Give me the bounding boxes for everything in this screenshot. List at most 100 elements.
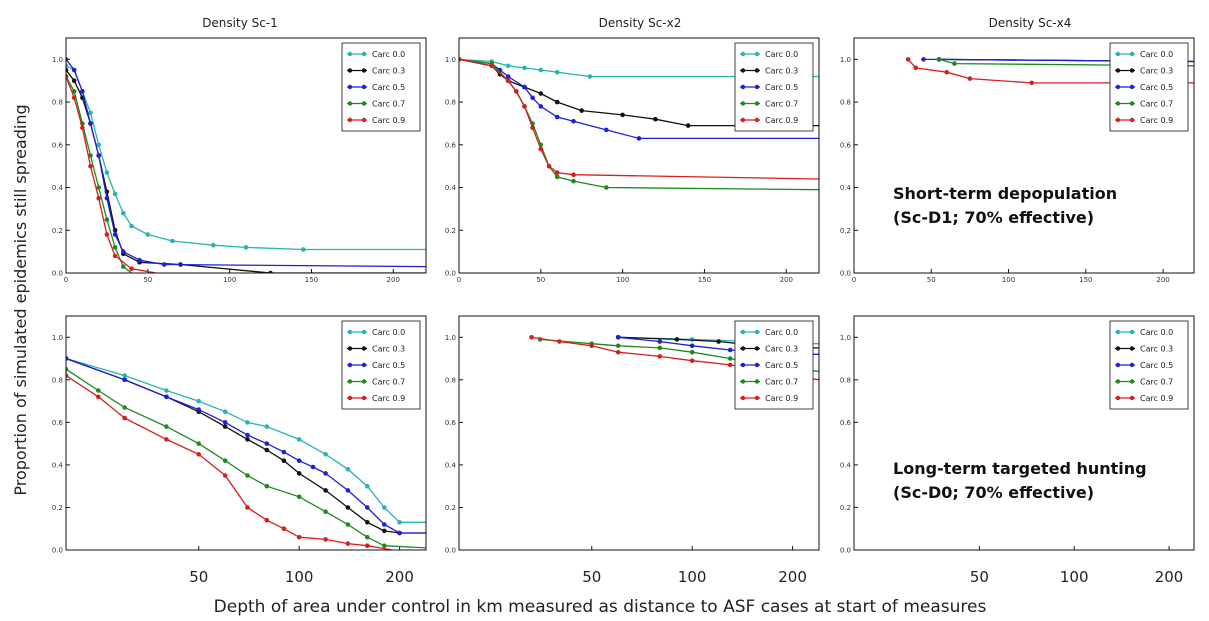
data-point (211, 242, 216, 248)
data-point (382, 522, 387, 527)
legend-marker (1115, 379, 1121, 384)
data-point (489, 63, 495, 69)
plot-frame (853, 37, 1195, 274)
data-point (104, 195, 110, 201)
plot-frame (65, 37, 427, 274)
y-tick-label: 0.6 (445, 419, 457, 427)
legend-marker (754, 329, 760, 335)
legend-entry: Carc 0.0 (1140, 50, 1173, 59)
data-point (538, 146, 544, 152)
bottom-tick-label: 100 (678, 568, 707, 586)
legend-entry: Carc 0.5 (372, 83, 405, 92)
y-tick-label: 0.8 (52, 99, 63, 107)
legend-marker (740, 51, 746, 57)
data-point (620, 112, 625, 118)
y-tick-label: 0.2 (52, 504, 63, 512)
y-tick-label: 0.8 (445, 376, 456, 384)
legend-marker (1129, 346, 1135, 351)
legend-marker (740, 395, 746, 401)
data-point (196, 441, 201, 446)
legend-entry: Carc 0.7 (765, 378, 798, 387)
x-tick-label: 50 (143, 276, 152, 284)
y-tick-label: 0.0 (840, 547, 851, 555)
data-point (913, 65, 919, 71)
data-point (345, 541, 351, 546)
data-point (66, 356, 69, 361)
legend-marker (347, 117, 353, 123)
data-point (589, 343, 594, 349)
legend-marker (347, 329, 353, 335)
data-point (96, 388, 101, 393)
legend-marker (1129, 84, 1135, 90)
y-tick-label: 0.6 (840, 419, 852, 427)
legend-marker (361, 346, 367, 351)
data-point (264, 441, 270, 446)
y-tick-label: 0.4 (840, 461, 852, 469)
data-point (122, 415, 127, 421)
data-point (88, 110, 93, 116)
data-point (365, 483, 370, 489)
legend-entry: Carc 0.9 (372, 394, 405, 403)
y-tick-label: 0.6 (840, 141, 852, 149)
data-point (145, 232, 151, 237)
legend-marker (361, 379, 367, 384)
series-line-carc-0-7 (66, 368, 426, 549)
data-point (245, 432, 250, 438)
data-point (397, 520, 402, 525)
data-point (245, 473, 250, 478)
legend-marker (347, 51, 353, 57)
legend-entry: Carc 0.3 (765, 345, 798, 354)
data-point (689, 349, 695, 355)
data-point (522, 104, 527, 109)
data-point (281, 526, 287, 531)
y-tick-label: 1.0 (445, 56, 456, 64)
y-tick-label: 0.0 (445, 270, 456, 278)
data-point (546, 163, 552, 169)
data-point (653, 116, 658, 122)
series-line-carc-0-0 (459, 58, 819, 78)
data-point (112, 245, 118, 250)
y-tick-label: 0.2 (445, 227, 456, 235)
data-point (514, 89, 519, 94)
data-point (66, 366, 69, 372)
data-point (80, 125, 85, 130)
legend-marker (1129, 117, 1135, 123)
data-point (505, 78, 511, 83)
plot-frame (458, 315, 820, 551)
data-point (66, 67, 69, 73)
legend-entry: Carc 0.5 (1140, 361, 1173, 370)
data-point (66, 57, 69, 62)
data-point (538, 91, 544, 96)
bottom-tick-label: 100 (285, 568, 314, 586)
bottom-tick-label: 200 (385, 568, 414, 586)
data-point (264, 447, 270, 453)
data-point (615, 349, 621, 355)
legend: Carc 0.0 Carc 0.3 Carc 0.5 Carc 0.7 Carc 0.9 (1109, 42, 1189, 132)
data-point (689, 343, 695, 349)
data-point (323, 488, 328, 493)
data-point (104, 170, 110, 175)
legend-marker (1129, 395, 1135, 401)
y-tick-label: 0.0 (445, 547, 456, 555)
data-point (196, 398, 201, 404)
legend-marker (754, 395, 760, 401)
legend-entry: Carc 0.0 (765, 328, 798, 337)
data-point (557, 339, 562, 344)
x-tick-label: 150 (1079, 276, 1092, 284)
y-tick-label: 0.8 (840, 99, 851, 107)
legend-entry: Carc 0.9 (1140, 394, 1173, 403)
y-tick-label: 0.0 (52, 270, 63, 278)
legend-marker (1129, 362, 1135, 368)
legend-entry: Carc 0.5 (765, 83, 798, 92)
data-point (1029, 80, 1034, 86)
data-point (727, 362, 733, 368)
legend: Carc 0.0 Carc 0.3 Carc 0.5 Carc 0.7 Carc 0.9 (1109, 320, 1189, 410)
y-tick-label: 0.2 (52, 227, 63, 235)
data-point (296, 437, 302, 442)
data-point (296, 494, 302, 500)
annotation-bottom-line1: Long-term targeted hunting (893, 459, 1147, 478)
